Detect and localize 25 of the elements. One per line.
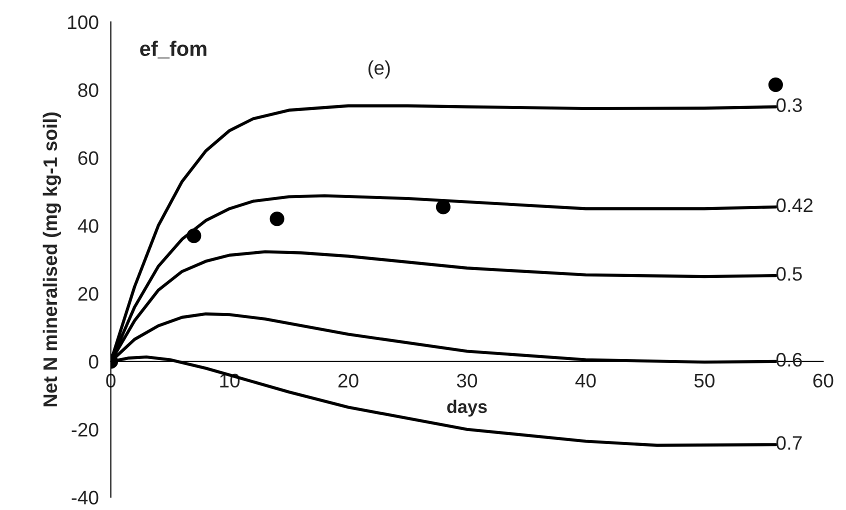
x-tick-label: 50 [694, 374, 714, 388]
point [186, 228, 202, 244]
y-tick-label: -20 [72, 422, 98, 437]
y-tick-label: 100 [68, 15, 98, 30]
series-label: 0.7 [776, 436, 802, 450]
point [768, 77, 783, 92]
x-axis-title: days [447, 400, 487, 417]
point [436, 200, 451, 214]
annotation: (e) [368, 60, 390, 79]
y-tick-label: 0 [88, 354, 98, 369]
y-tick-label: 60 [78, 151, 98, 165]
series-label: 0.42 [776, 198, 813, 212]
x-tick-label: 20 [338, 374, 358, 388]
y-tick-label: 20 [78, 287, 98, 301]
series-label: 0.5 [776, 267, 802, 281]
y-tick-label: 40 [78, 219, 98, 233]
x-tick-label: 40 [575, 374, 596, 388]
y-axis-title: Net N mineralised (mg kg-1 soil) [42, 112, 62, 406]
y-tick-label: 80 [78, 83, 98, 98]
x-tick-label: 30 [456, 374, 478, 388]
series-label: 0.3 [776, 98, 802, 112]
x-tick-label: 60 [813, 374, 834, 388]
annotation: ef_fom [140, 40, 206, 58]
y-tick-label: -40 [72, 490, 98, 504]
point [270, 212, 284, 226]
